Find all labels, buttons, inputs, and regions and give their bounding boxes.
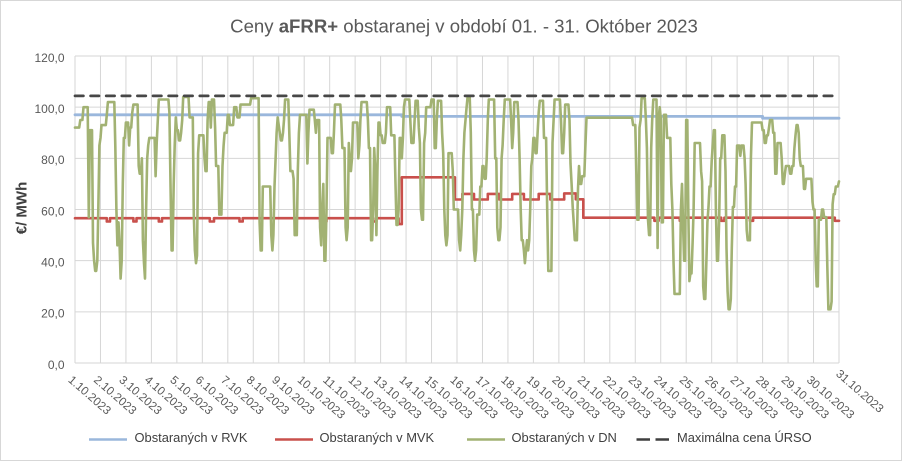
svg-text:€/ MWh: €/ MWh bbox=[13, 182, 30, 235]
svg-text:Obstaraných v MVK: Obstaraných v MVK bbox=[320, 430, 435, 445]
svg-text:20,0: 20,0 bbox=[41, 307, 65, 321]
svg-text:120,0: 120,0 bbox=[34, 51, 64, 65]
svg-text:40,0: 40,0 bbox=[41, 256, 65, 270]
svg-text:Maximálna cena ÚRSO: Maximálna cena ÚRSO bbox=[677, 430, 812, 445]
svg-text:60,0: 60,0 bbox=[41, 204, 65, 218]
svg-text:Obstaraných v DN: Obstaraných v DN bbox=[512, 430, 617, 445]
svg-text:Ceny aFRR+ obstaranej v období: Ceny aFRR+ obstaranej v období 01. - 31.… bbox=[230, 16, 698, 37]
svg-text:Obstaraných v RVK: Obstaraných v RVK bbox=[135, 430, 248, 445]
svg-text:100,0: 100,0 bbox=[34, 102, 64, 116]
svg-text:80,0: 80,0 bbox=[41, 153, 65, 167]
svg-text:0,0: 0,0 bbox=[48, 358, 65, 372]
